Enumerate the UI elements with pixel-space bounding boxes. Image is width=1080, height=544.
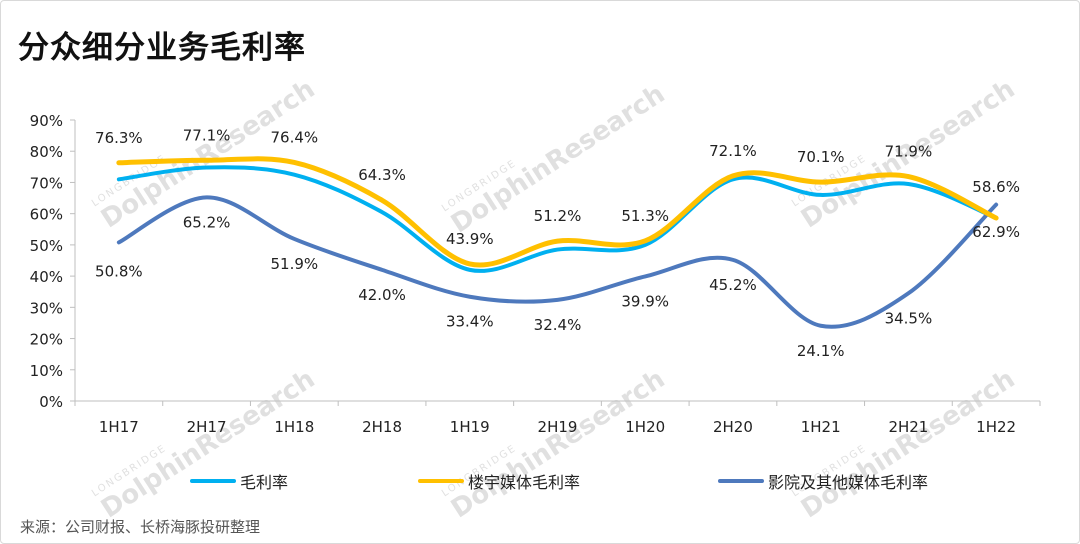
x-tick-label: 1H21 [801,418,841,436]
data-label-building-media: 76.4% [270,128,318,146]
legend-swatch [190,479,236,483]
legend-label: 影院及其他媒体毛利率 [768,473,929,492]
legend-swatch [418,479,464,483]
data-label-building-media: 70.1% [797,148,845,166]
data-label-cinema-media: 42.0% [358,286,406,304]
data-label-cinema-media: 50.8% [95,262,143,280]
y-tick-label: 60% [30,206,63,224]
source-note: 来源：公司财报、长桥海豚投研整理 [20,518,261,536]
y-tick-label: 10% [30,362,63,380]
y-tick-label: 90% [30,112,63,130]
data-label-cinema-media: 65.2% [183,213,231,231]
data-label-building-media: 76.3% [95,129,143,147]
data-label-building-media: 58.6% [972,178,1020,196]
x-tick-label: 1H22 [976,418,1016,436]
y-tick-label: 50% [30,237,63,255]
data-label-cinema-media: 24.1% [797,342,845,360]
x-tick-label: 2H18 [362,418,402,436]
y-tick-label: 40% [30,268,63,286]
chart-title: 分众细分业务毛利率 [18,30,306,66]
legend-item: 楼宇媒体毛利率 [418,469,580,493]
series-line-cinema-media [116,195,999,329]
data-label-building-media: 72.1% [709,142,757,160]
data-label-cinema-media: 39.9% [621,292,669,310]
data-label-building-media: 77.1% [183,126,231,144]
data-label-cinema-media: 45.2% [709,276,757,294]
legend-label: 毛利率 [240,473,289,492]
y-tick-label: 80% [30,143,63,161]
data-label-cinema-media: 33.4% [446,313,494,331]
data-label-building-media: 51.3% [621,207,669,225]
data-label-cinema-media: 32.4% [534,316,582,334]
x-tick-label: 1H17 [99,418,139,436]
y-tick-label: 30% [30,299,63,317]
data-label-building-media: 43.9% [446,230,494,248]
legend-label: 楼宇媒体毛利率 [468,473,581,492]
legend-item: 影院及其他媒体毛利率 [718,469,928,493]
y-tick-label: 70% [30,174,63,192]
data-label-building-media: 51.2% [534,207,582,225]
data-label-building-media: 71.9% [885,143,933,161]
legend-item: 毛利率 [190,469,288,493]
y-tick-label: 0% [39,393,63,411]
x-tick-label: 1H18 [274,418,314,436]
x-tick-label: 2H21 [888,418,928,436]
data-label-cinema-media: 51.9% [270,255,318,273]
legend-swatch [718,479,764,483]
x-tick-label: 2H19 [538,418,578,436]
series-line-gross-margin [116,165,999,273]
y-tick-label: 20% [30,331,63,349]
x-tick-label: 2H17 [187,418,227,436]
series-line-building-media [116,156,999,268]
data-label-cinema-media: 34.5% [885,309,933,327]
data-label-cinema-media: 62.9% [972,223,1020,241]
x-tick-label: 1H19 [450,418,490,436]
x-tick-label: 2H20 [713,418,753,436]
x-tick-label: 1H20 [625,418,665,436]
data-label-building-media: 64.3% [358,166,406,184]
